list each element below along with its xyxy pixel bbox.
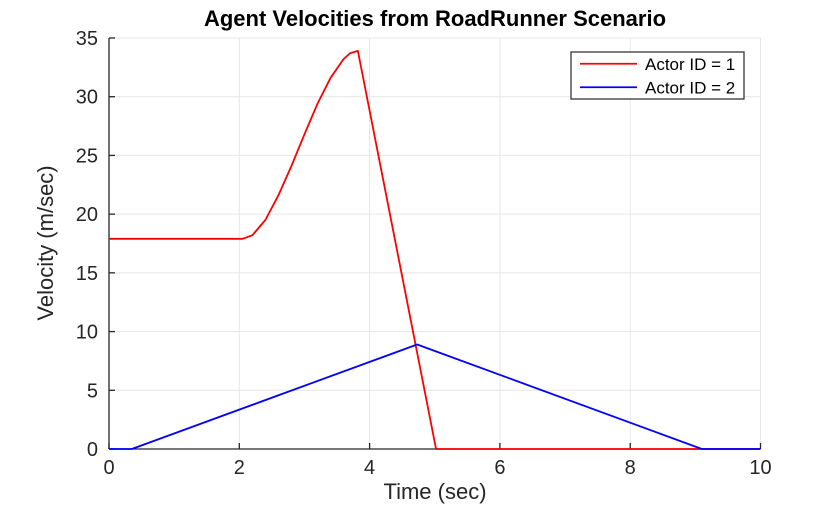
y-tick-label: 15 [76,263,98,285]
chart-title: Agent Velocities from RoadRunner Scenari… [204,6,666,31]
legend-label: Actor ID = 1 [645,55,735,74]
x-tick-label: 10 [749,457,771,479]
series-line-actor-2 [109,343,761,450]
x-tick-label: 6 [494,457,505,479]
series-lines [109,50,761,450]
x-tick-label: 2 [234,457,245,479]
y-tick-label: 10 [76,322,98,344]
legend: Actor ID = 1 Actor ID = 2 [570,51,745,100]
y-tick-label: 30 [76,87,98,109]
x-tick-label: 4 [364,457,375,479]
gridlines [109,37,761,449]
y-tick-label: 0 [87,439,98,461]
y-tick-label: 25 [76,145,98,167]
legend-label: Actor ID = 2 [645,78,735,97]
x-tick-label: 0 [103,457,114,479]
y-tick-label: 20 [76,204,98,226]
x-tick-label: 8 [625,457,636,479]
series-line-actor-1 [109,50,761,450]
y-tick-label: 5 [87,380,98,402]
legend-box [570,51,745,100]
x-axis-label: Time (sec) [383,479,486,504]
y-axis-label: Velocity (m/sec) [33,165,58,320]
y-tick-label: 35 [76,28,98,50]
